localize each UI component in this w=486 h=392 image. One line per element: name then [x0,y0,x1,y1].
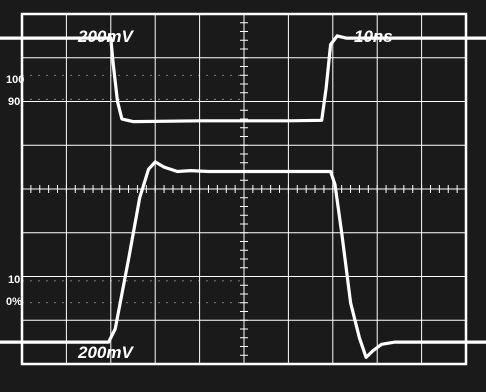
ch1-scale-label: 200mV [77,27,134,46]
timebase-label: 10ns [354,27,393,46]
ch2-scale-label: 200mV [77,343,134,362]
marker-10: 10 [8,274,20,286]
trace-output-pulse [0,160,486,359]
marker-90: 90 [8,96,20,108]
trace-input-pulse [0,34,486,124]
marker-100: 100 [6,74,24,86]
graticule [20,12,468,366]
traces [0,34,486,359]
marker-0-percent: 0% [6,296,22,308]
